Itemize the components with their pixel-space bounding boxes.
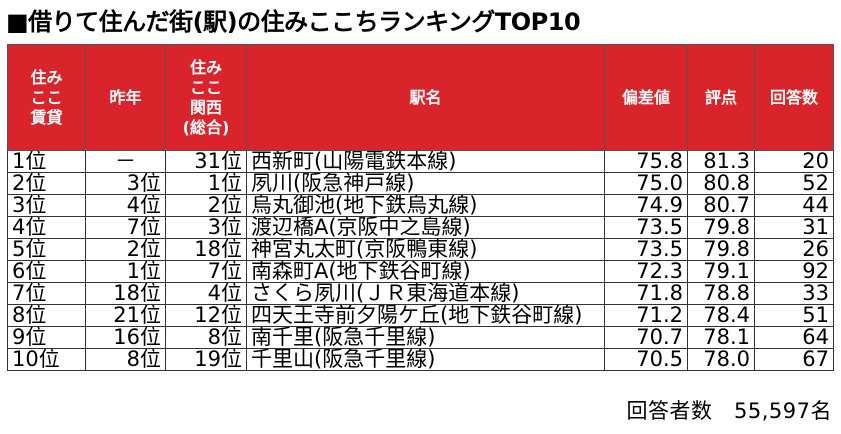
header-score: 評点	[687, 44, 755, 151]
kansai-rank-cell: 2位	[165, 194, 247, 217]
prev-year-cell: －	[85, 150, 166, 173]
responses-cell: 52	[754, 172, 834, 195]
header-rank-rental: 住み ここ 賃貸	[7, 44, 86, 151]
score-cell: 78.4	[687, 304, 755, 327]
responses-cell: 20	[754, 150, 834, 173]
station-cell: さくら夙川(ＪＲ東海道本線)	[246, 282, 605, 305]
prev-year-cell: 3位	[85, 172, 166, 195]
rank-cell: 5位	[7, 238, 86, 261]
rank-cell: 8位	[7, 304, 86, 327]
kansai-rank-cell: 4位	[165, 282, 247, 305]
score-cell: 78.1	[687, 326, 755, 349]
table-row: 1位 － 31位 西新町(山陽電鉄本線) 75.8 81.3 20	[7, 150, 834, 173]
header-responses: 回答数	[754, 44, 834, 151]
deviation-cell: 73.5	[604, 216, 688, 239]
deviation-cell: 70.7	[604, 326, 688, 349]
responses-cell: 44	[754, 194, 834, 217]
score-cell: 79.1	[687, 260, 755, 283]
deviation-cell: 75.8	[604, 150, 688, 173]
page-title: ■借りて住んだ街(駅)の住みここちランキングTOP10	[6, 4, 836, 40]
responses-cell: 92	[754, 260, 834, 283]
rank-cell: 2位	[7, 172, 86, 195]
table-row: 9位 16位 8位 南千里(阪急千里線) 70.7 78.1 64	[7, 326, 834, 349]
deviation-cell: 71.8	[604, 282, 688, 305]
responses-cell: 64	[754, 326, 834, 349]
kansai-rank-cell: 7位	[165, 260, 247, 283]
table-row: 5位 2位 18位 神宮丸太町(京阪鴨東線) 73.5 79.8 26	[7, 238, 834, 261]
header-station: 駅名	[246, 44, 605, 151]
prev-year-cell: 21位	[85, 304, 166, 327]
score-cell: 78.8	[687, 282, 755, 305]
deviation-cell: 73.5	[604, 238, 688, 261]
responses-cell: 31	[754, 216, 834, 239]
header-prev-year: 昨年	[85, 44, 166, 151]
header-rank-kansai: 住み ここ 関西 (総合)	[165, 44, 247, 151]
kansai-rank-cell: 31位	[165, 150, 247, 173]
station-cell: 西新町(山陽電鉄本線)	[246, 150, 605, 173]
station-cell: 南千里(阪急千里線)	[246, 326, 605, 349]
prev-year-cell: 7位	[85, 216, 166, 239]
kansai-rank-cell: 8位	[165, 326, 247, 349]
station-cell: 千里山(阪急千里線)	[246, 348, 605, 371]
title-text: ■借りて住んだ街(駅)の住みここちランキングTOP10	[6, 8, 581, 36]
prev-year-cell: 4位	[85, 194, 166, 217]
deviation-cell: 71.2	[604, 304, 688, 327]
responses-cell: 26	[754, 238, 834, 261]
table-row: 6位 1位 7位 南森町A(地下鉄谷町線) 72.3 79.1 92	[7, 260, 834, 283]
table-row: 8位 21位 12位 四天王寺前夕陽ケ丘(地下鉄谷町線) 71.2 78.4 5…	[7, 304, 834, 327]
station-cell: 烏丸御池(地下鉄烏丸線)	[246, 194, 605, 217]
score-cell: 79.8	[687, 216, 755, 239]
prev-year-cell: 8位	[85, 348, 166, 371]
rank-cell: 6位	[7, 260, 86, 283]
table-row: 7位 18位 4位 さくら夙川(ＪＲ東海道本線) 71.8 78.8 33	[7, 282, 834, 305]
table-row: 10位 8位 19位 千里山(阪急千里線) 70.5 78.0 67	[7, 348, 834, 371]
score-cell: 79.8	[687, 238, 755, 261]
table-row: 2位 3位 1位 夙川(阪急神戸線) 75.0 80.8 52	[7, 172, 834, 195]
rank-cell: 1位	[7, 150, 86, 173]
prev-year-cell: 18位	[85, 282, 166, 305]
kansai-rank-cell: 3位	[165, 216, 247, 239]
deviation-cell: 72.3	[604, 260, 688, 283]
prev-year-cell: 16位	[85, 326, 166, 349]
rank-cell: 9位	[7, 326, 86, 349]
kansai-rank-cell: 18位	[165, 238, 247, 261]
header-line: 住み	[189, 57, 222, 77]
responses-cell: 33	[754, 282, 834, 305]
table-row: 4位 7位 3位 渡辺橋A(京阪中之島線) 73.5 79.8 31	[7, 216, 834, 239]
header-line: ここ	[30, 87, 63, 107]
header-line: 賃貸	[30, 107, 63, 127]
rank-cell: 4位	[7, 216, 86, 239]
score-cell: 80.8	[687, 172, 755, 195]
score-cell: 81.3	[687, 150, 755, 173]
station-cell: 夙川(阪急神戸線)	[246, 172, 605, 195]
header-line: 住み	[30, 67, 63, 87]
rank-cell: 7位	[7, 282, 86, 305]
prev-year-cell: 2位	[85, 238, 166, 261]
deviation-cell: 74.9	[604, 194, 688, 217]
deviation-cell: 70.5	[604, 348, 688, 371]
table-row: 3位 4位 2位 烏丸御池(地下鉄烏丸線) 74.9 80.7 44	[7, 194, 834, 217]
respondent-count: 回答者数 55,597名	[626, 399, 832, 423]
responses-cell: 51	[754, 304, 834, 327]
kansai-rank-cell: 19位	[165, 348, 247, 371]
kansai-rank-cell: 12位	[165, 304, 247, 327]
score-cell: 80.7	[687, 194, 755, 217]
header-line: ここ	[189, 77, 222, 97]
ranking-table: 住み ここ 賃貸 昨年 住み ここ 関西 (総合) 駅名 偏差値 評点 回答数	[7, 44, 834, 371]
responses-cell: 67	[754, 348, 834, 371]
station-cell: 渡辺橋A(京阪中之島線)	[246, 216, 605, 239]
header-deviation: 偏差値	[604, 44, 688, 151]
rank-cell: 10位	[7, 348, 86, 371]
station-cell: 神宮丸太町(京阪鴨東線)	[246, 238, 605, 261]
station-cell: 南森町A(地下鉄谷町線)	[246, 260, 605, 283]
header-row: 住み ここ 賃貸 昨年 住み ここ 関西 (総合) 駅名 偏差値 評点 回答数	[7, 44, 834, 151]
header-line: 関西	[189, 97, 222, 117]
kansai-rank-cell: 1位	[165, 172, 247, 195]
rank-cell: 3位	[7, 194, 86, 217]
station-cell: 四天王寺前夕陽ケ丘(地下鉄谷町線)	[246, 304, 605, 327]
deviation-cell: 75.0	[604, 172, 688, 195]
prev-year-cell: 1位	[85, 260, 166, 283]
header-line: (総合)	[182, 117, 230, 137]
score-cell: 78.0	[687, 348, 755, 371]
